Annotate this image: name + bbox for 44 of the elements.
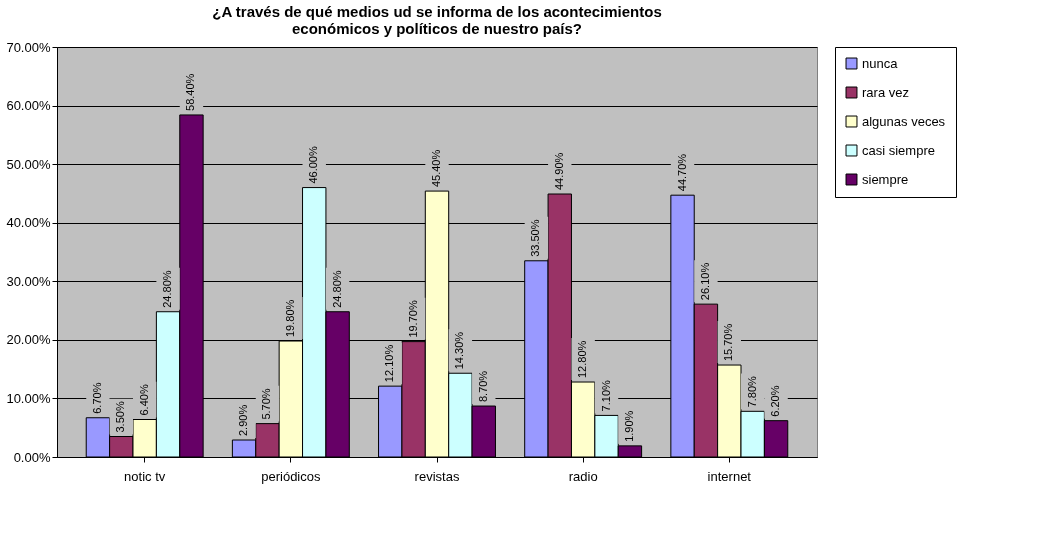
x-tick-label: notic tv	[124, 468, 166, 484]
x-tick-label: radio	[568, 468, 598, 484]
legend-label: nunca	[862, 55, 899, 71]
legend-label: rara vez	[862, 84, 909, 100]
legend-label: siempre	[862, 171, 909, 187]
data-label: 33.50%	[529, 219, 542, 257]
x-tick-label: periódicos	[261, 468, 321, 484]
data-label: 6.20%	[769, 385, 782, 417]
x-tick-label: internet	[707, 468, 752, 484]
legend-label: casi siempre	[862, 142, 935, 158]
data-label: 58.40%	[184, 73, 197, 111]
legend-label: algunas veces	[862, 113, 946, 129]
y-tick-label: 70.00%	[6, 39, 51, 55]
data-label: 2.90%	[237, 404, 250, 437]
y-tick-label: 0.00%	[13, 449, 51, 465]
data-label: 5.70%	[260, 388, 273, 420]
data-label: 7.80%	[745, 375, 758, 408]
data-label: 19.80%	[283, 299, 296, 338]
chart-title: ¿A través de qué medios ud se informa de los acontecimientos económicos y políticos de nuestro país?	[212, 3, 662, 37]
y-tick-label: 60.00%	[6, 98, 51, 114]
y-tick-label: 50.00%	[6, 156, 51, 172]
data-label: 6.40%	[137, 384, 150, 416]
data-label: 7.10%	[599, 380, 612, 412]
data-label: 44.70%	[675, 153, 688, 192]
y-tick-label: 20.00%	[6, 332, 51, 348]
data-label: 3.50%	[114, 401, 127, 433]
data-label: 12.80%	[576, 340, 589, 379]
data-label: 8.70%	[476, 370, 489, 403]
data-label: 44.90%	[552, 152, 565, 191]
y-tick-label: 40.00%	[6, 215, 51, 231]
data-label: 14.30%	[453, 331, 466, 370]
data-label: 24.80%	[161, 270, 174, 308]
data-label: 19.70%	[406, 300, 419, 338]
data-label: 26.10%	[698, 262, 711, 301]
data-label: 46.00%	[307, 146, 320, 184]
data-label: 24.80%	[330, 270, 343, 308]
data-label: 12.10%	[383, 344, 396, 383]
x-tick-label: revistas	[414, 468, 460, 484]
data-label: 15.70%	[722, 323, 735, 362]
y-tick-label: 10.00%	[6, 390, 51, 406]
data-label: 1.90%	[622, 410, 635, 442]
y-tick-label: 30.00%	[6, 273, 51, 289]
data-label: 6.70%	[90, 382, 103, 414]
data-label: 45.40%	[430, 149, 442, 188]
